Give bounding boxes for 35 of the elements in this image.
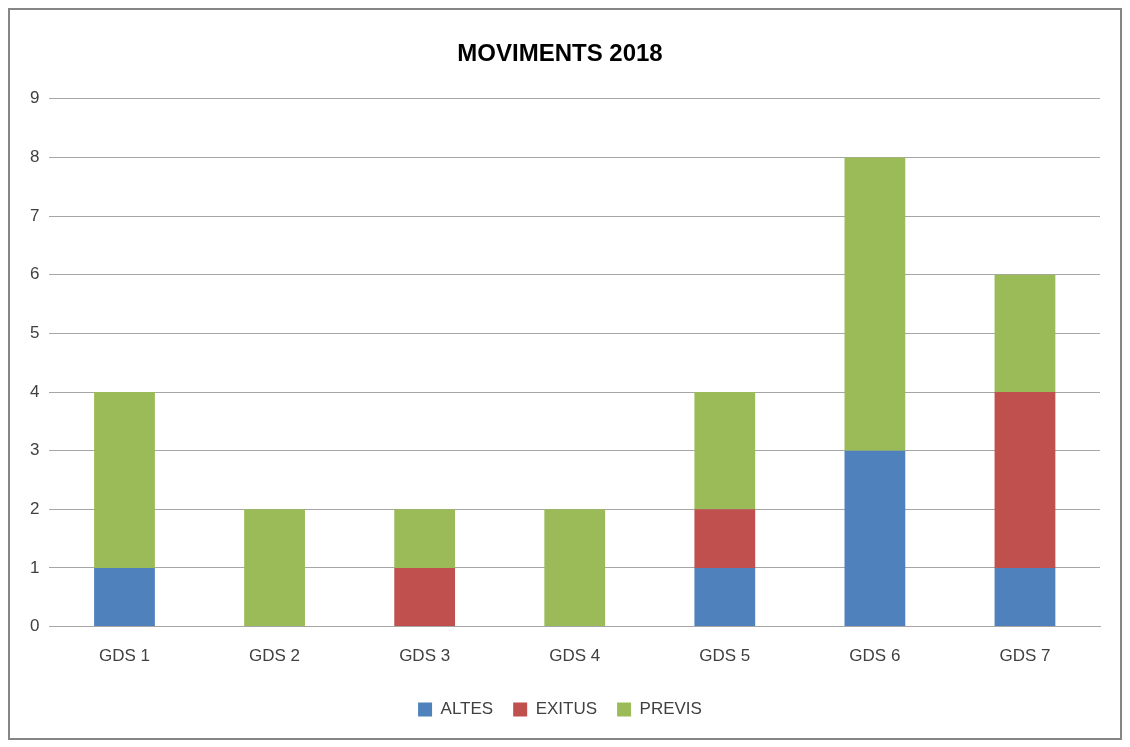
y-tick-label: 9: [29, 88, 40, 108]
y-tick-label: 0: [29, 616, 40, 636]
y-tick-label: 5: [29, 323, 40, 343]
bar: [694, 392, 756, 510]
x-tick-label: GDS 7: [999, 646, 1051, 666]
x-tick-label: GDS 5: [699, 646, 751, 666]
bar: [694, 509, 756, 568]
bar: [994, 274, 1056, 393]
x-tick-label: GDS 2: [249, 646, 301, 666]
bar: [94, 392, 155, 568]
chart-title: MOVIMENTS 2018: [457, 39, 663, 67]
bar: [394, 567, 456, 627]
y-tick-label: 3: [29, 440, 40, 460]
bar: [94, 567, 155, 627]
x-tick-label: GDS 4: [549, 646, 601, 666]
bar: [844, 450, 906, 627]
bar: [694, 567, 756, 627]
y-tick-label: 8: [29, 147, 40, 167]
y-tick-label: 6: [29, 264, 40, 284]
legend-label: ALTES: [440, 699, 494, 719]
x-tick-label: GDS 6: [849, 646, 901, 666]
y-tick-label: 7: [29, 205, 40, 225]
legend-label: PREVIS: [639, 699, 702, 719]
bar: [394, 509, 456, 568]
x-tick-label: GDS 1: [98, 646, 151, 666]
bar: [244, 509, 305, 627]
legend-label: EXITUS: [535, 699, 598, 719]
bar: [844, 157, 906, 451]
y-tick-label: 2: [29, 499, 40, 518]
x-tick-label: GDS 3: [399, 646, 451, 666]
bar: [544, 509, 606, 627]
bar: [994, 392, 1056, 568]
y-tick-label: 4: [29, 381, 40, 401]
y-tick-label: 1: [29, 557, 40, 577]
bar: [994, 567, 1056, 627]
